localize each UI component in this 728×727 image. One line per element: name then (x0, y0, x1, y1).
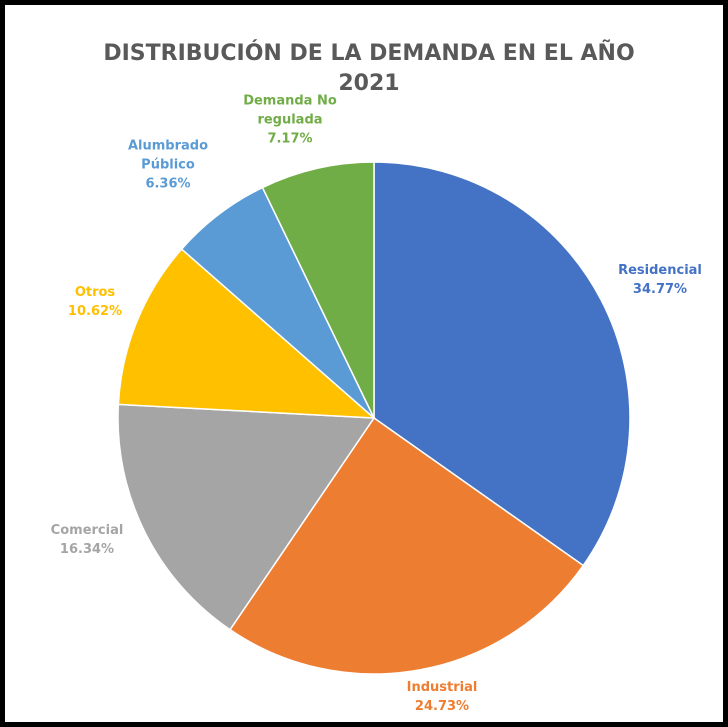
data-label: Alumbrado Público 6.36% (116, 137, 220, 194)
chart-title: DISTRIBUCIÓN DE LA DEMANDA EN EL AÑO 202… (103, 41, 635, 96)
label-category: Residencial (618, 263, 702, 278)
label-value: 10.62% (67, 304, 123, 319)
label-value: 24.73% (414, 699, 470, 714)
label-category: Industrial (406, 680, 478, 695)
label-value: 16.34% (59, 542, 115, 557)
pie-slice (228, 416, 585, 675)
label-category: Alumbrado Público (127, 138, 209, 173)
pie-slice (373, 161, 631, 567)
data-label: Industrial 24.73% (390, 678, 494, 716)
data-label: Otros 10.62% (43, 283, 147, 321)
label-category: Otros (74, 285, 116, 300)
pie-slice (117, 403, 376, 631)
label-category: Demanda No regulada (243, 93, 337, 128)
pie-slice (117, 248, 377, 419)
label-category: Comercial (50, 523, 124, 538)
label-value: 6.36% (145, 176, 191, 192)
pie-slice (261, 161, 375, 419)
data-label: Residencial 34.77% (608, 261, 712, 299)
data-label: Demanda No regulada 7.17% (238, 92, 342, 149)
data-label: Comercial 16.34% (35, 521, 139, 559)
label-value: 7.17% (267, 131, 313, 147)
label-value: 34.77% (632, 282, 688, 297)
pie-area (117, 161, 631, 675)
